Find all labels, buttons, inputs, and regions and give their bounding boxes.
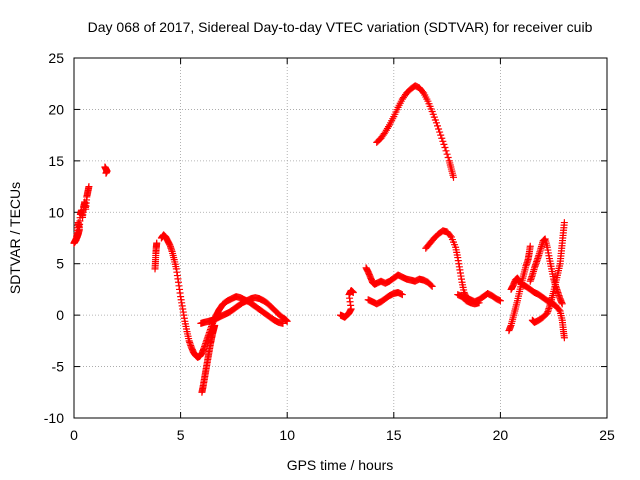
x-tick-label: 10 [279, 427, 295, 443]
series-seg-3.8 [151, 239, 161, 273]
series-seg-18-low [454, 291, 483, 308]
data-point [444, 154, 452, 162]
data-point [437, 131, 445, 139]
data-point [435, 125, 443, 133]
series-seg-1.5 [101, 163, 111, 177]
data-point [442, 147, 450, 155]
y-tick-label: 15 [48, 153, 64, 169]
series-seg-20.5 [505, 242, 534, 335]
data-point [449, 173, 457, 181]
series-seg-21.5b [526, 235, 566, 308]
data-point [555, 306, 563, 314]
y-tick-label: 25 [48, 50, 64, 66]
data-points [70, 82, 568, 396]
data-point [398, 291, 406, 299]
data-point [85, 183, 93, 191]
data-point [102, 169, 110, 177]
y-tick-label: 5 [56, 256, 64, 272]
y-tick-label: 10 [48, 204, 64, 220]
series-dip-6 [198, 321, 219, 396]
x-tick-label: 25 [599, 427, 615, 443]
data-point [443, 150, 451, 158]
grid-lines [74, 58, 607, 418]
data-point [441, 143, 449, 151]
data-point [440, 140, 448, 148]
x-tick-label: 20 [493, 427, 509, 443]
data-point [211, 321, 219, 329]
y-tick-label: 0 [56, 307, 64, 323]
chart-title: Day 068 of 2017, Sidereal Day-to-day VTE… [88, 19, 593, 35]
data-point [560, 219, 568, 227]
data-point [558, 300, 566, 308]
plot-frame [73, 57, 608, 419]
series-seg-12.5 [337, 286, 357, 321]
data-point [153, 239, 161, 247]
data-point [427, 281, 435, 289]
series-seg-14-low [364, 289, 406, 308]
series-arc-6-10 [197, 294, 291, 327]
data-point [526, 242, 534, 250]
data-point [349, 289, 357, 297]
y-tick-label: 20 [48, 101, 64, 117]
series-arc-14-18 [373, 82, 457, 181]
series-arc-16.5-19 [422, 227, 504, 306]
data-point [438, 134, 446, 142]
data-point [475, 299, 483, 307]
data-point [496, 297, 504, 305]
data-point [434, 122, 442, 130]
series-arc-4-6 [157, 231, 287, 361]
x-tick-label: 0 [70, 427, 78, 443]
data-point [75, 226, 83, 234]
x-tick-label: 5 [177, 427, 185, 443]
series-seg-13.8 [362, 264, 436, 290]
y-axis-label: SDTVAR / TECUs [7, 182, 23, 294]
data-point [439, 137, 447, 145]
data-point [446, 232, 454, 240]
x-tick-label: 15 [386, 427, 402, 443]
data-point [560, 334, 568, 342]
y-tick-label: -10 [44, 410, 64, 426]
y-tick-label: -5 [52, 359, 65, 375]
series-seg-early [70, 183, 93, 247]
x-axis-label: GPS time / hours [287, 457, 394, 473]
data-point [428, 282, 436, 290]
data-point [436, 128, 444, 136]
series-seg-early-lo [70, 226, 83, 247]
data-point [283, 317, 291, 325]
data-point [432, 119, 440, 127]
